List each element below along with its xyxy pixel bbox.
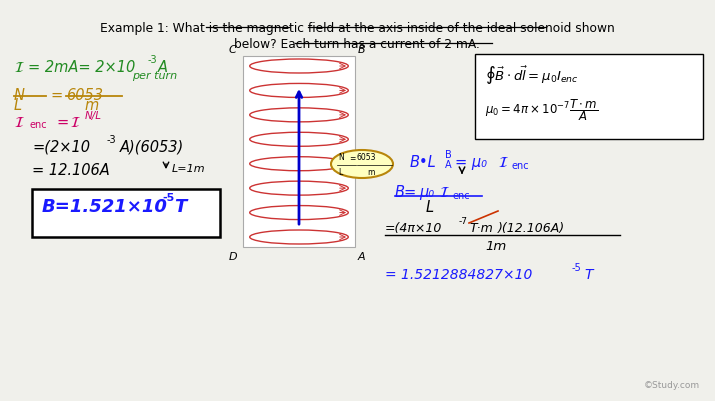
Text: 6053: 6053 <box>357 153 377 162</box>
Text: =(4π×10: =(4π×10 <box>385 221 443 235</box>
Text: below? Each turn has a current of 2 mA.: below? Each turn has a current of 2 mA. <box>234 38 480 51</box>
Text: $\oint \vec{B} \cdot d\vec{l} = \mu_0 I_{enc}$: $\oint \vec{B} \cdot d\vec{l} = \mu_0 I_… <box>485 65 578 87</box>
Text: L: L <box>426 200 434 215</box>
Text: Example 1: What is the magnetic field at the axis inside of the ideal solenoid s: Example 1: What is the magnetic field at… <box>99 22 614 35</box>
Text: B•L: B•L <box>410 155 437 170</box>
Text: enc: enc <box>453 190 470 200</box>
Text: $\mathcal{I}$: $\mathcal{I}$ <box>498 155 508 170</box>
Text: 1m: 1m <box>485 239 506 252</box>
Text: m: m <box>367 168 375 176</box>
Bar <box>243 57 355 247</box>
Text: m: m <box>84 98 98 113</box>
Text: D: D <box>229 251 237 261</box>
Text: $\mu_0 = 4\pi \times 10^{-7} \dfrac{T \cdot m}{A}$: $\mu_0 = 4\pi \times 10^{-7} \dfrac{T \c… <box>485 97 598 122</box>
Text: =(2×10: =(2×10 <box>32 140 90 155</box>
Text: N: N <box>338 153 344 162</box>
Text: =: = <box>50 88 62 103</box>
Text: = μ₀: = μ₀ <box>455 155 487 170</box>
Bar <box>32 190 220 237</box>
Text: B: B <box>358 45 365 55</box>
Text: -5: -5 <box>162 192 174 203</box>
Text: )(12.106A): )(12.106A) <box>498 221 565 235</box>
Text: T·m: T·m <box>469 221 493 235</box>
Text: -5: -5 <box>572 262 582 272</box>
Text: = 2mA= 2×10: = 2mA= 2×10 <box>28 60 135 75</box>
Text: = 12.106A: = 12.106A <box>32 162 109 178</box>
Text: T: T <box>584 267 593 281</box>
Text: enc: enc <box>29 120 46 130</box>
Text: N/L: N/L <box>85 111 102 121</box>
Text: = 1.5212884827×10: = 1.5212884827×10 <box>385 267 533 281</box>
Bar <box>475 55 703 140</box>
Text: L: L <box>338 168 342 176</box>
Text: $\mathcal{I}$: $\mathcal{I}$ <box>14 60 24 75</box>
Text: A: A <box>358 251 365 261</box>
Text: μ₀: μ₀ <box>419 184 434 200</box>
Text: B: B <box>445 150 452 160</box>
Text: $\mathcal{I}$: $\mathcal{I}$ <box>70 115 81 130</box>
Text: -3: -3 <box>107 135 117 145</box>
Text: $\mathcal{I}$: $\mathcal{I}$ <box>439 184 450 200</box>
Text: A: A <box>158 60 168 75</box>
Text: B=: B= <box>395 184 418 200</box>
Text: ©Study.com: ©Study.com <box>644 380 700 389</box>
Text: $\mathcal{I}$: $\mathcal{I}$ <box>14 115 24 130</box>
Text: N: N <box>14 88 25 103</box>
Text: T: T <box>174 198 186 215</box>
Text: =: = <box>56 115 68 130</box>
Text: C: C <box>229 45 237 55</box>
Text: -3: -3 <box>148 55 157 65</box>
Text: A: A <box>445 160 452 170</box>
Text: =: = <box>349 154 355 162</box>
Text: A)(6053): A)(6053) <box>120 140 184 155</box>
Text: -7: -7 <box>459 217 468 225</box>
Text: enc: enc <box>512 160 530 170</box>
Ellipse shape <box>331 151 393 178</box>
Text: B=1.521×10: B=1.521×10 <box>42 198 168 215</box>
Text: per turn: per turn <box>132 71 177 81</box>
Text: L=1m: L=1m <box>172 164 206 174</box>
Text: 6053: 6053 <box>66 88 103 103</box>
Text: L: L <box>14 98 22 113</box>
